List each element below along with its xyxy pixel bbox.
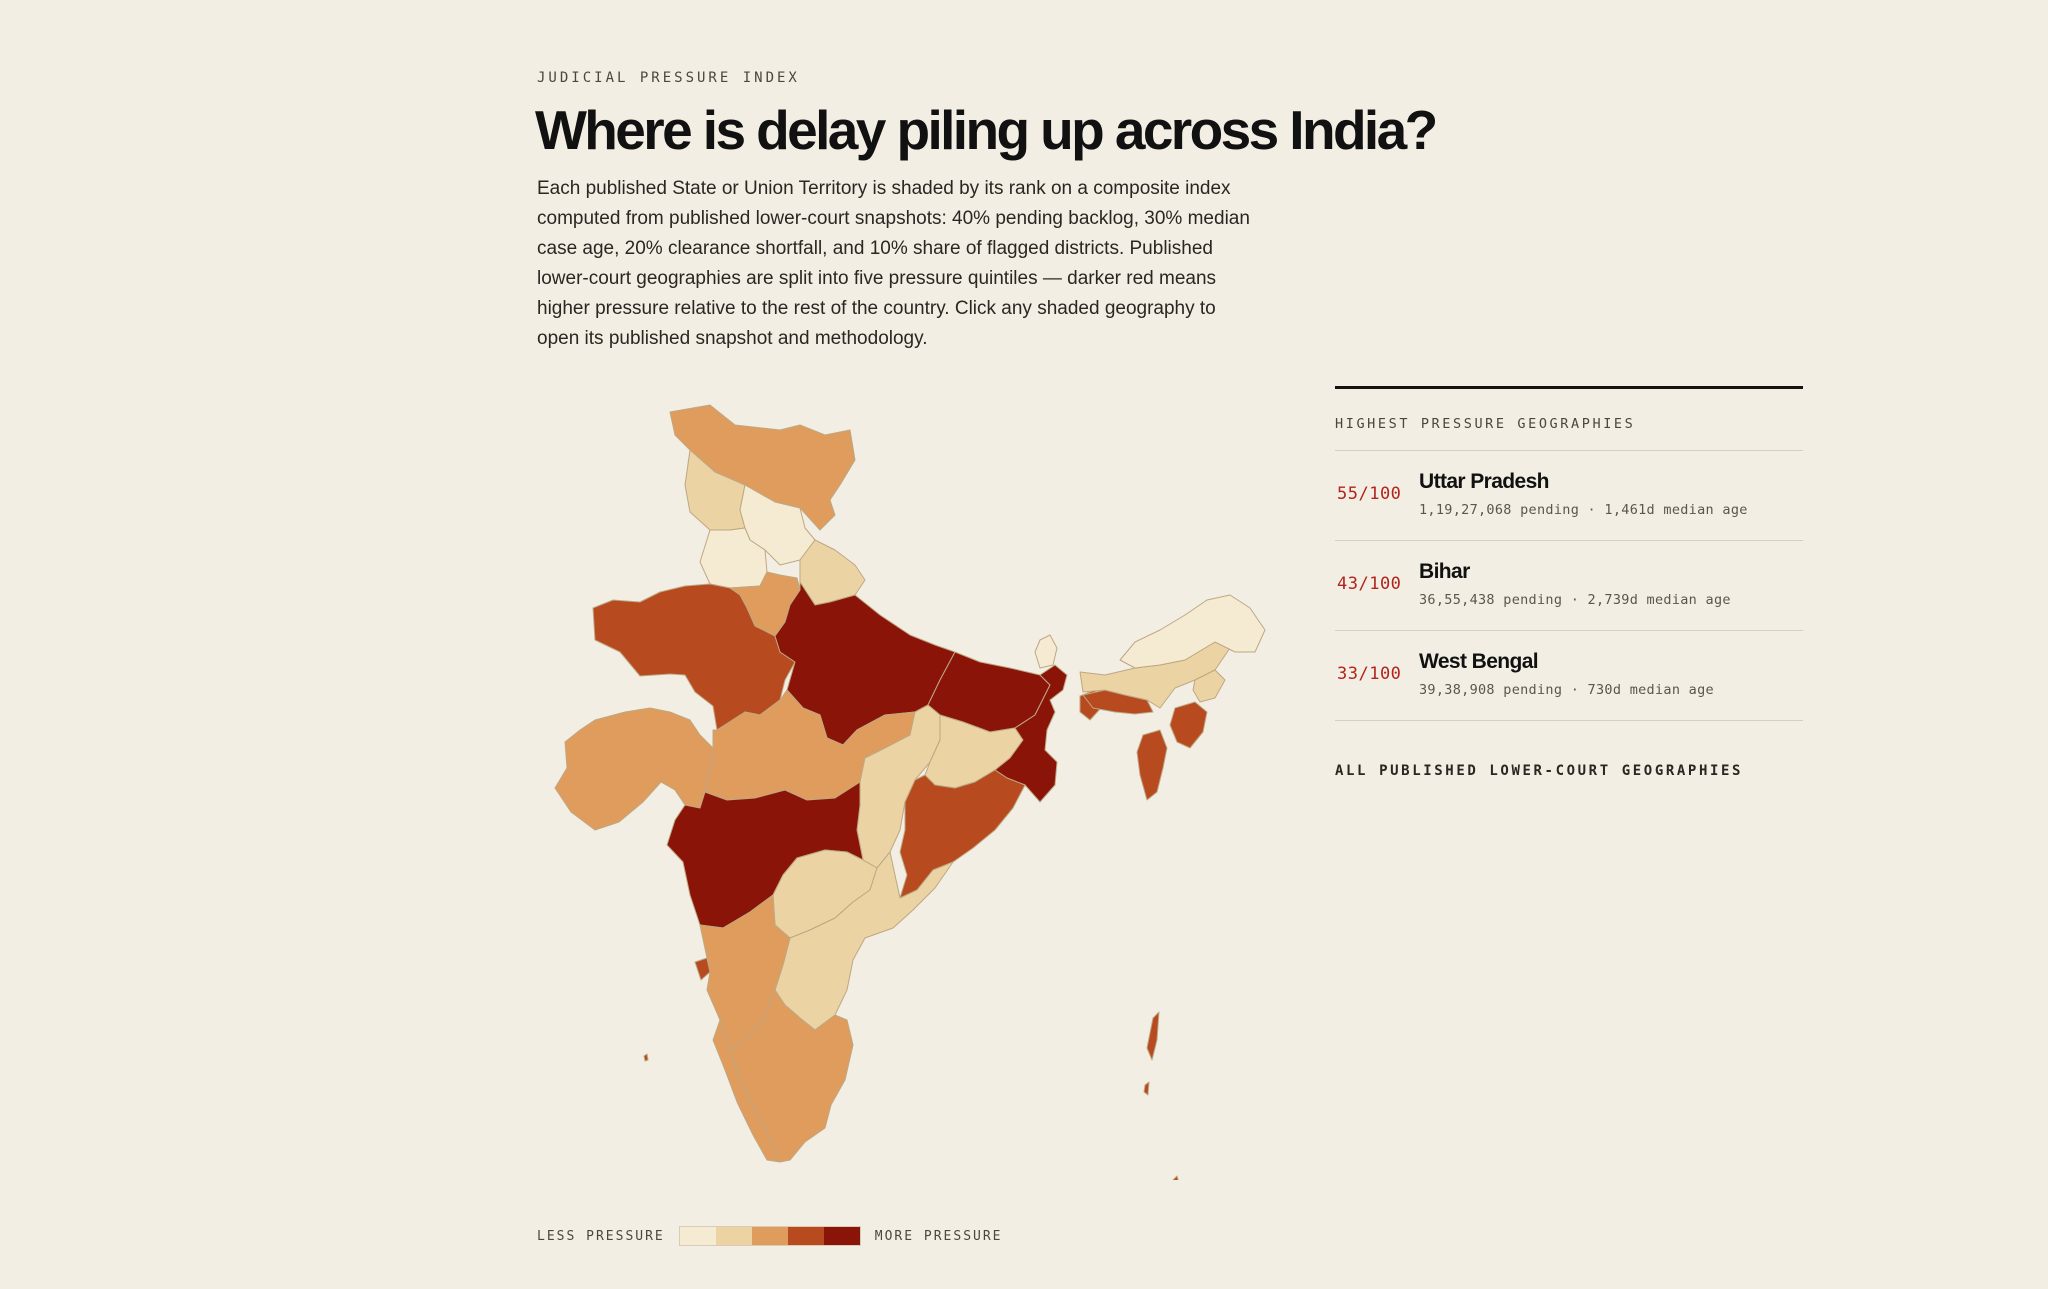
legend-low-label: LESS PRESSURE: [537, 1228, 665, 1244]
region-manipur[interactable]: [1169, 701, 1208, 749]
region-mizoram[interactable]: [1136, 729, 1168, 801]
geography-stats: 36,55,438 pending · 2,739d median age: [1419, 592, 1731, 608]
legend-swatch-3: [751, 1227, 788, 1245]
india-choropleth-map: [535, 390, 1275, 1180]
pressure-score: 33/100: [1337, 664, 1402, 684]
geography-stats: 39,38,908 pending · 730d median age: [1419, 682, 1714, 698]
legend-swatch-5: [823, 1227, 860, 1245]
ranking-row-west-bengal[interactable]: 33/100 West Bengal 39,38,908 pending · 7…: [1335, 631, 1803, 721]
all-geographies-heading: ALL PUBLISHED LOWER-COURT GEOGRAPHIES: [1335, 763, 1744, 779]
pressure-score: 43/100: [1337, 574, 1402, 594]
region-tamil-nadu[interactable]: [729, 989, 854, 1163]
region-nagaland[interactable]: [1192, 669, 1226, 703]
intro-paragraph: Each published State or Union Territory …: [537, 178, 1250, 349]
legend-swatch-1: [679, 1227, 716, 1245]
page-title: Where is delay piling up across India?: [535, 99, 1438, 161]
region-andaman-middle[interactable]: [1143, 1081, 1150, 1096]
region-nicobar[interactable]: [1172, 1175, 1180, 1180]
region-lakshadweep[interactable]: [643, 1053, 649, 1062]
highest-pressure-panel: HIGHEST PRESSURE GEOGRAPHIES 55/100 Utta…: [1335, 386, 1803, 779]
ranking-row-uttar-pradesh[interactable]: 55/100 Uttar Pradesh 1,19,27,068 pending…: [1335, 451, 1803, 541]
legend-high-label: MORE PRESSURE: [874, 1228, 1003, 1244]
ranking-row-bihar[interactable]: 43/100 Bihar 36,55,438 pending · 2,739d …: [1335, 541, 1803, 631]
legend-swatches: [678, 1226, 861, 1246]
panel-heading: HIGHEST PRESSURE GEOGRAPHIES: [1335, 416, 1803, 451]
legend-swatch-4: [787, 1227, 824, 1245]
region-west-bengal[interactable]: [994, 664, 1068, 803]
region-arunachal-pradesh[interactable]: [1119, 594, 1266, 669]
region-himachal-pradesh[interactable]: [739, 484, 816, 566]
geography-name: West Bengal: [1419, 650, 1539, 673]
region-gujarat[interactable]: [554, 707, 714, 831]
geography-name: Uttar Pradesh: [1419, 470, 1550, 493]
region-rajasthan[interactable]: [592, 583, 796, 731]
geography-name: Bihar: [1419, 560, 1470, 583]
region-andaman-north[interactable]: [1146, 1011, 1160, 1061]
map-svg: [554, 404, 1266, 1180]
pressure-score: 55/100: [1337, 484, 1402, 504]
geography-stats: 1,19,27,068 pending · 1,461d median age: [1419, 502, 1748, 518]
region-sikkim[interactable]: [1034, 634, 1058, 669]
region-odisha[interactable]: [899, 769, 1026, 899]
legend-swatch-2: [715, 1227, 752, 1245]
eyebrow: JUDICIAL PRESSURE INDEX: [537, 70, 800, 86]
pressure-legend: LESS PRESSURE MORE PRESSURE: [537, 1226, 1003, 1246]
